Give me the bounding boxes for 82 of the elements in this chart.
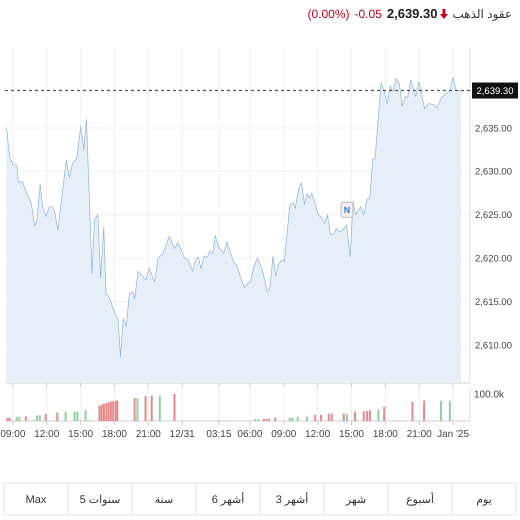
chart-title: عقود الذهب <box>452 7 512 21</box>
text: 6 أشهر <box>212 492 244 506</box>
bar <box>377 409 380 421</box>
bar <box>150 395 153 421</box>
bar <box>8 418 11 421</box>
y-tick-label: 2,620.00 <box>475 254 512 265</box>
bar <box>44 414 47 421</box>
bar <box>134 398 136 421</box>
bar <box>346 414 348 421</box>
bar <box>136 398 138 421</box>
bar <box>411 402 414 421</box>
bar <box>291 418 294 421</box>
bar <box>274 417 276 421</box>
y-tick-label: 2,635.00 <box>475 123 512 134</box>
bar <box>108 402 110 421</box>
bar <box>100 404 103 421</box>
x-tick-label: 15:00 <box>338 429 364 440</box>
bar <box>144 396 147 421</box>
bar <box>354 412 356 421</box>
x-tick-label: 03:15 <box>206 429 232 440</box>
bar <box>24 416 27 421</box>
y-tick-label: 2,615.00 <box>475 296 512 308</box>
bar <box>173 394 176 421</box>
bar <box>330 414 333 421</box>
x-tick-label: 12:00 <box>34 429 60 440</box>
text: Max <box>26 494 47 506</box>
bar <box>64 412 67 421</box>
x-tick-label: 09:00 <box>0 429 26 440</box>
bar <box>84 410 87 421</box>
text: أسبوع <box>406 492 434 506</box>
x-tick-label: 06:00 <box>237 429 263 440</box>
bar <box>342 414 345 421</box>
bar <box>112 401 114 421</box>
x-tick-label: 15:00 <box>68 429 94 440</box>
bar <box>56 412 58 421</box>
bar <box>366 411 368 421</box>
ref-line-label: 2,639.30 <box>476 86 514 98</box>
text: 3 أشهر <box>276 492 308 506</box>
y-tick-label: 2,610.00 <box>475 340 512 352</box>
text: -0.05 <box>354 7 382 21</box>
bar <box>368 410 371 421</box>
x-tick-label: 12:00 <box>305 429 331 440</box>
bar <box>18 416 20 421</box>
x-tick-label: 12/31 <box>170 429 196 440</box>
bar <box>448 400 451 421</box>
bar <box>306 416 308 421</box>
x-tick-label: 09:00 <box>271 429 297 440</box>
bar <box>288 418 291 421</box>
text: شهر <box>344 494 366 506</box>
bar <box>76 412 78 421</box>
y-tick-label: 2,630.00 <box>475 166 512 178</box>
x-tick-label: 18:00 <box>372 429 398 440</box>
bar <box>36 415 38 421</box>
bar <box>98 406 100 421</box>
x-tick-label: Jan '25 <box>437 429 470 440</box>
bar <box>440 400 442 421</box>
text: 5 سنوات <box>80 494 120 506</box>
y-tick-label: 2,625.00 <box>475 210 512 222</box>
x-tick-label: 21:00 <box>406 429 432 440</box>
bar <box>16 416 18 421</box>
x-tick-label: 21:00 <box>136 429 162 440</box>
bar <box>110 402 112 421</box>
annotation: N <box>344 205 350 216</box>
bar <box>102 404 105 421</box>
text: سنة <box>154 494 174 506</box>
bar <box>105 402 108 421</box>
bar <box>314 414 316 421</box>
bar <box>383 406 386 421</box>
bar <box>38 415 41 421</box>
bar <box>423 400 426 421</box>
x-tick-label: 18:00 <box>102 429 128 440</box>
bar <box>362 411 365 421</box>
bar <box>320 414 322 421</box>
bar <box>296 416 299 421</box>
bar <box>328 414 330 421</box>
text: 2,639.30 <box>386 6 438 21</box>
bar <box>74 412 76 421</box>
bar <box>6 418 9 421</box>
text: (0.00%) <box>307 7 350 21</box>
bar <box>158 396 161 421</box>
text: 100.0k <box>474 390 506 400</box>
text: يوم <box>476 494 492 506</box>
